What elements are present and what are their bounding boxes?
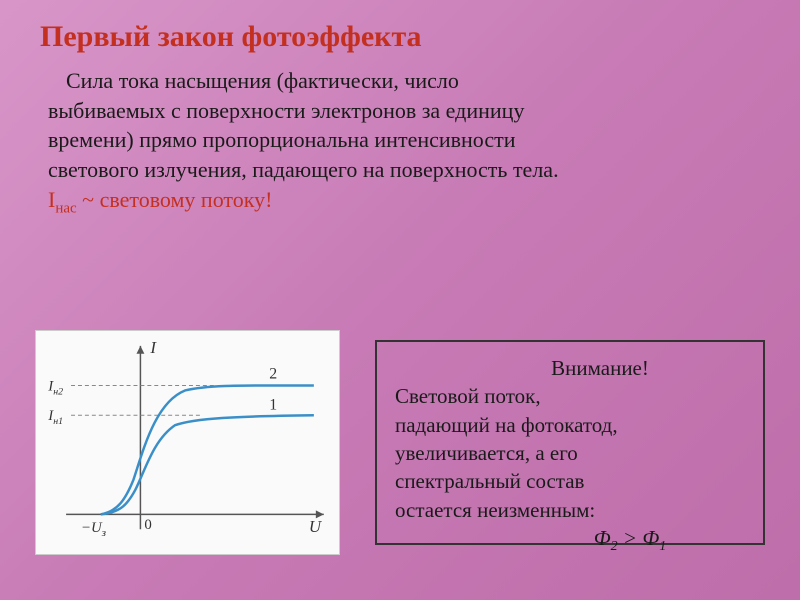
curve-1-label: 1	[269, 396, 277, 413]
body-paragraph: Сила тока насыщения (фактически, число в…	[0, 66, 800, 218]
formula-sub: нас	[55, 200, 76, 216]
info-line2: падающий на фотокатод,	[395, 413, 618, 437]
info-line5: остается неизменным:	[395, 498, 595, 522]
body-line4: светового излучения, падающего на поверх…	[48, 157, 559, 182]
info-line1: Световой поток,	[395, 384, 541, 408]
axes-group	[66, 346, 324, 529]
body-line1: Сила тока насыщения (фактически, число	[66, 68, 459, 93]
formula-rest: световому потоку!	[100, 187, 273, 212]
body-line3: времени) прямо пропорциональна интенсивн…	[48, 127, 516, 152]
stopping-voltage-label: −Uз	[81, 520, 106, 539]
y-axis-arrow	[136, 346, 144, 354]
x-axis-label: U	[309, 517, 323, 536]
curve-2-label: 2	[269, 366, 277, 383]
flux-inequality: Ф2 > Ф1	[515, 524, 745, 557]
info-line3: увеличивается, а его	[395, 441, 578, 465]
y-axis-label: I	[149, 338, 157, 357]
body-line2: выбиваемых с поверхности электронов за е…	[48, 98, 524, 123]
chart-svg: I U 0 −Uз Iн1 Iн2 1 2	[36, 331, 339, 554]
ytick-2-label: Iн2	[47, 378, 63, 397]
ytick-1-label: Iн1	[47, 408, 63, 427]
formula-tilde: ~	[77, 187, 100, 212]
origin-label: 0	[144, 517, 151, 533]
attention-title: Внимание!	[455, 354, 745, 382]
slide-title: Первый закон фотоэффекта	[0, 0, 800, 66]
attention-box: Внимание! Световой поток, падающий на фо…	[375, 340, 765, 545]
info-line4: спектральный состав	[395, 469, 584, 493]
curve-1	[101, 415, 314, 514]
iv-curve-chart: I U 0 −Uз Iн1 Iн2 1 2	[35, 330, 340, 555]
